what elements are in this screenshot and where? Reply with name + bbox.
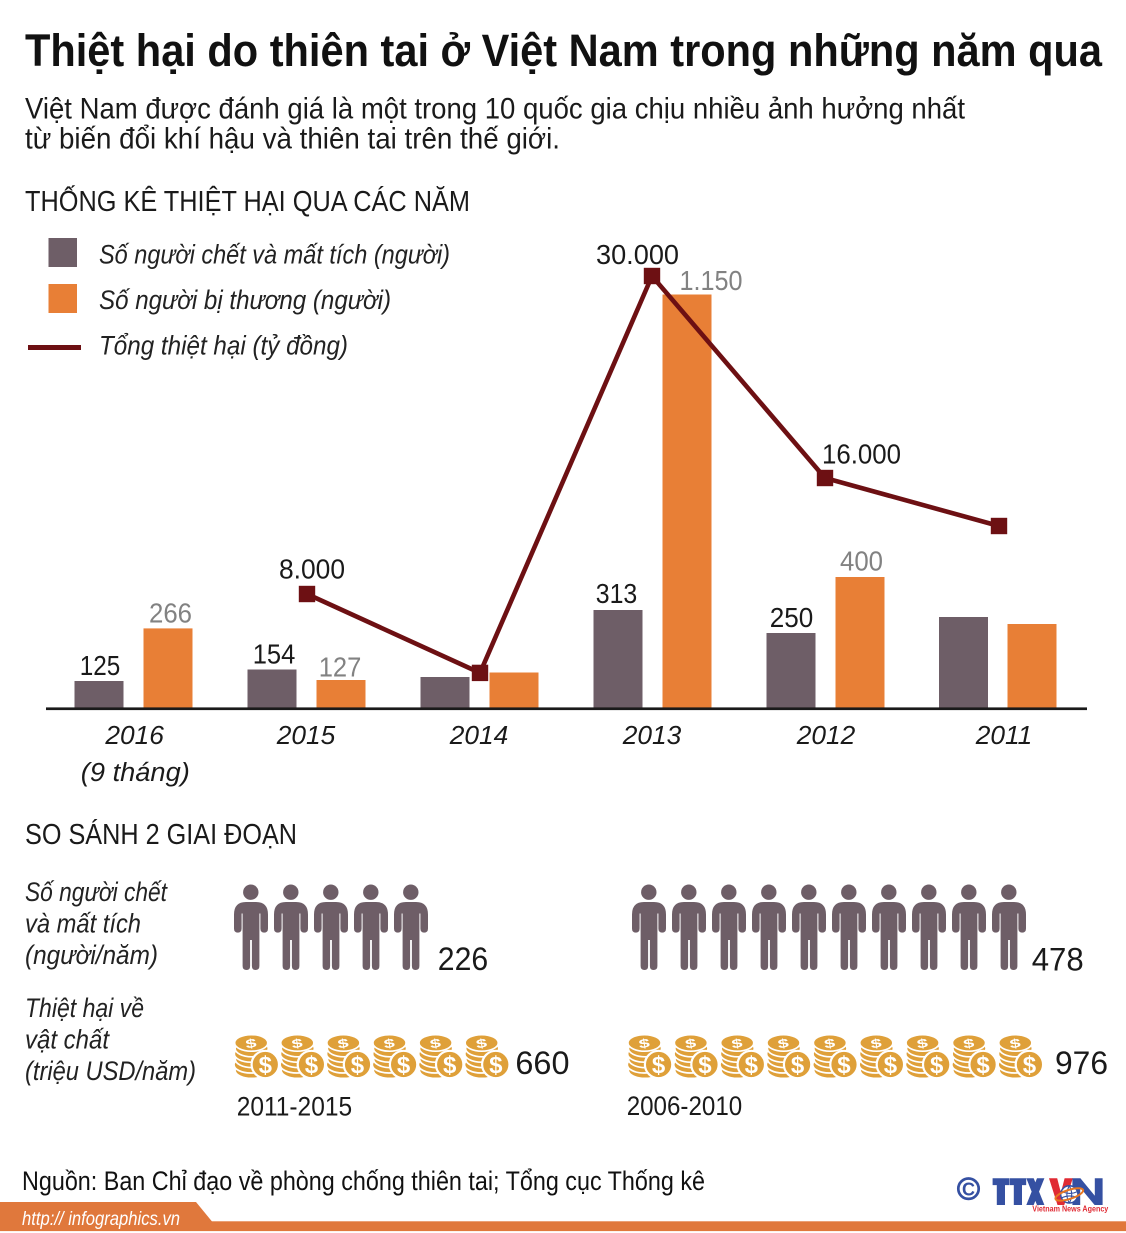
svg-text:(triệu USD/năm): (triệu USD/năm): [25, 1056, 196, 1086]
svg-text:Số người chết: Số người chết: [25, 877, 168, 907]
svg-text:250: 250: [770, 602, 814, 633]
svg-text:976: 976: [1055, 1045, 1108, 1081]
svg-text:2013: 2013: [622, 720, 682, 750]
svg-text:Số người bị thương (người): Số người bị thương (người): [99, 285, 391, 315]
svg-text:vật chất: vật chất: [25, 1025, 110, 1055]
svg-text:Việt Nam được đánh giá là một: Việt Nam được đánh giá là một trong 10 q…: [25, 92, 965, 125]
svg-text:226: 226: [438, 941, 488, 977]
svg-text:2011-2015: 2011-2015: [237, 1092, 352, 1122]
svg-text:660: 660: [515, 1045, 569, 1081]
svg-text:từ biến đổi khí hậu và thiên t: từ biến đổi khí hậu và thiên tai trên th…: [25, 123, 560, 156]
svg-text:154: 154: [253, 639, 296, 670]
svg-text:C: C: [962, 1179, 975, 1199]
svg-text:Tổng thiệt hại (tỷ đồng): Tổng thiệt hại (tỷ đồng): [99, 331, 348, 361]
svg-text:266: 266: [149, 598, 192, 629]
svg-text:125: 125: [80, 650, 121, 681]
svg-text:(người/năm): (người/năm): [25, 940, 158, 970]
svg-text:1.150: 1.150: [680, 265, 743, 296]
svg-text:SO SÁNH 2 GIAI ĐOẠN: SO SÁNH 2 GIAI ĐOẠN: [25, 818, 297, 851]
svg-text:400: 400: [840, 546, 883, 577]
svg-text:2011: 2011: [975, 720, 1033, 750]
svg-text:Vietnam News Agency: Vietnam News Agency: [1032, 1204, 1108, 1214]
svg-text:2012: 2012: [796, 720, 856, 750]
svg-text:2016: 2016: [104, 720, 164, 750]
svg-text:8.000: 8.000: [279, 553, 345, 584]
svg-text:http:// infographics.vn: http:// infographics.vn: [22, 1208, 180, 1230]
svg-text:478: 478: [1032, 942, 1084, 978]
svg-text:2015: 2015: [276, 720, 336, 750]
svg-text:(9 tháng): (9 tháng): [81, 757, 190, 787]
svg-text:2006-2010: 2006-2010: [627, 1091, 743, 1121]
svg-text:127: 127: [319, 651, 362, 682]
svg-text:2014: 2014: [449, 720, 509, 750]
svg-text:THỐNG KÊ THIỆT HẠI QUA CÁC NĂM: THỐNG KÊ THIỆT HẠI QUA CÁC NĂM: [25, 184, 470, 218]
svg-text:Thiệt hại do thiên tai ở Việt: Thiệt hại do thiên tai ở Việt Nam trong …: [25, 25, 1103, 76]
svg-text:313: 313: [596, 578, 638, 609]
svg-text:và mất tích: và mất tích: [25, 909, 141, 939]
svg-text:16.000: 16.000: [822, 439, 901, 470]
svg-text:30.000: 30.000: [596, 239, 679, 270]
svg-text:Thiệt hại về: Thiệt hại về: [25, 993, 144, 1023]
svg-text:Số người chết và mất tích (ngư: Số người chết và mất tích (người): [99, 240, 450, 270]
svg-text:Nguồn: Ban Chỉ đạo về phòng ch: Nguồn: Ban Chỉ đạo về phòng chống thiên …: [22, 1166, 705, 1196]
